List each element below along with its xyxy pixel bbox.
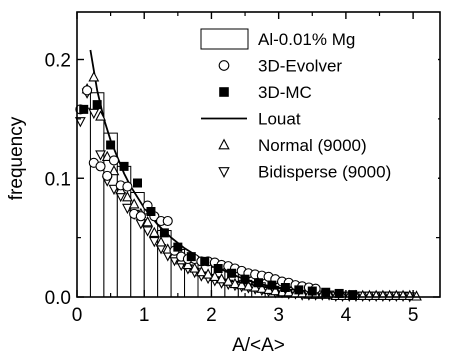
legend-marker (218, 167, 230, 178)
normal-9000-point (269, 284, 281, 296)
legend-marker (219, 87, 229, 97)
3d-mc-point (106, 140, 116, 150)
x-tick-label: 3 (273, 305, 284, 326)
3d-mc-point (186, 252, 196, 262)
3d-evolver-point (122, 181, 133, 192)
3d-mc-point (227, 268, 237, 278)
normal-9000-point (182, 258, 194, 270)
3d-mc-point (334, 288, 344, 298)
normal-9000-point (148, 226, 160, 238)
3d-mc-point (133, 178, 142, 188)
3d-mc-point (92, 100, 102, 110)
y-tick-label: 0.2 (45, 51, 71, 72)
normal-9000-point (256, 282, 268, 293)
legend-label: 3D-Evolver (258, 57, 342, 76)
y-axis-label: frequency (6, 116, 27, 200)
legend-entry-normal: Normal (9000) (218, 136, 367, 155)
3d-evolver-point (162, 215, 173, 227)
legend-label: Normal (9000) (258, 136, 367, 155)
legend-bar-swatch (200, 28, 249, 50)
3d-mc-point (79, 104, 89, 114)
legend-label: 3D-MC (258, 83, 312, 102)
3d-evolver-point (135, 211, 146, 222)
legend-entry-histogram: Al-0.01% Mg (200, 28, 355, 50)
normal-9000-point (128, 198, 140, 209)
normal-9000-point (195, 265, 207, 277)
histogram-bar (76, 107, 91, 298)
legend: Al-0.01% Mg 3D-Evolver 3D-MC Louat Normal (9… (198, 22, 438, 188)
normal-9000-point (108, 164, 120, 176)
normal-9000-point (88, 71, 100, 82)
3d-mc-point (213, 264, 223, 273)
normal-9000-point (243, 280, 254, 291)
3d-mc-point (321, 287, 331, 297)
normal-9000-point (122, 191, 133, 202)
legend-background (198, 22, 438, 188)
normal-9000-point (236, 278, 248, 290)
3d-mc-point (119, 161, 129, 171)
histogram-bar (89, 92, 105, 298)
x-tick-label: 5 (408, 305, 419, 326)
legend-entry-bidisperse: Bidisperse (9000) (218, 163, 391, 182)
legend-entry-louat: Louat (201, 110, 301, 129)
legend-label: Bidisperse (9000) (258, 163, 391, 182)
3d-mc-point (200, 256, 210, 266)
3d-mc-point (267, 280, 277, 290)
normal-9000-point (142, 216, 153, 227)
bidisperse-9000-point (74, 117, 86, 128)
legend-marker (218, 138, 230, 150)
histogram-bar (143, 213, 159, 298)
normal-9000-point (216, 273, 227, 284)
x-tick-label: 2 (206, 305, 217, 326)
legend-marker (218, 60, 230, 71)
x-tick-label: 0 (72, 305, 83, 326)
normal-9000-point (229, 277, 241, 289)
3d-mc-point (348, 290, 358, 300)
y-tick-label: 0.0 (45, 288, 71, 309)
bidisperse-9000-point (88, 108, 100, 120)
3d-evolver-point (102, 170, 113, 181)
legend-entry-3d-evolver: 3D-Evolver (218, 57, 342, 76)
normal-9000-point (202, 268, 214, 279)
legend-entry-3d-mc: 3D-MC (219, 83, 312, 102)
normal-9000-point (95, 110, 106, 121)
3d-evolver-point (108, 155, 120, 166)
x-tick-label: 1 (139, 305, 150, 326)
3d-mc-point (173, 242, 183, 252)
bidisperse-9000-point (95, 150, 106, 161)
bidisperse-9000-point (148, 237, 160, 248)
axes: 0 1 2 3 4 5 0.0 0.1 0.2 (45, 12, 440, 326)
3d-mc-point (280, 283, 290, 292)
3d-evolver-point (82, 85, 93, 96)
normal-9000-point (222, 275, 234, 286)
3d-mc-point (240, 274, 250, 284)
normal-9000-point (189, 262, 201, 273)
3d-mc-point (146, 207, 156, 216)
x-tick-label: 4 (341, 305, 352, 326)
normal-9000-point (209, 270, 221, 281)
3d-evolver-point (95, 161, 106, 172)
normal-9000-point (155, 236, 167, 247)
normal-9000-point (411, 290, 422, 301)
x-axis-label: A/<A> (232, 335, 285, 356)
legend-label: Al-0.01% Mg (258, 30, 355, 49)
plot-frame (76, 11, 441, 298)
3d-mc-point (254, 278, 263, 288)
bidisperse-9000-point (122, 203, 133, 215)
3d-mc-point (294, 285, 304, 295)
bidisperse-9000-point (142, 226, 153, 237)
y-tick-label: 0.1 (45, 169, 71, 190)
3d-mc-point (159, 228, 169, 238)
3d-mc-point (307, 286, 317, 296)
legend-label: Louat (258, 110, 301, 129)
